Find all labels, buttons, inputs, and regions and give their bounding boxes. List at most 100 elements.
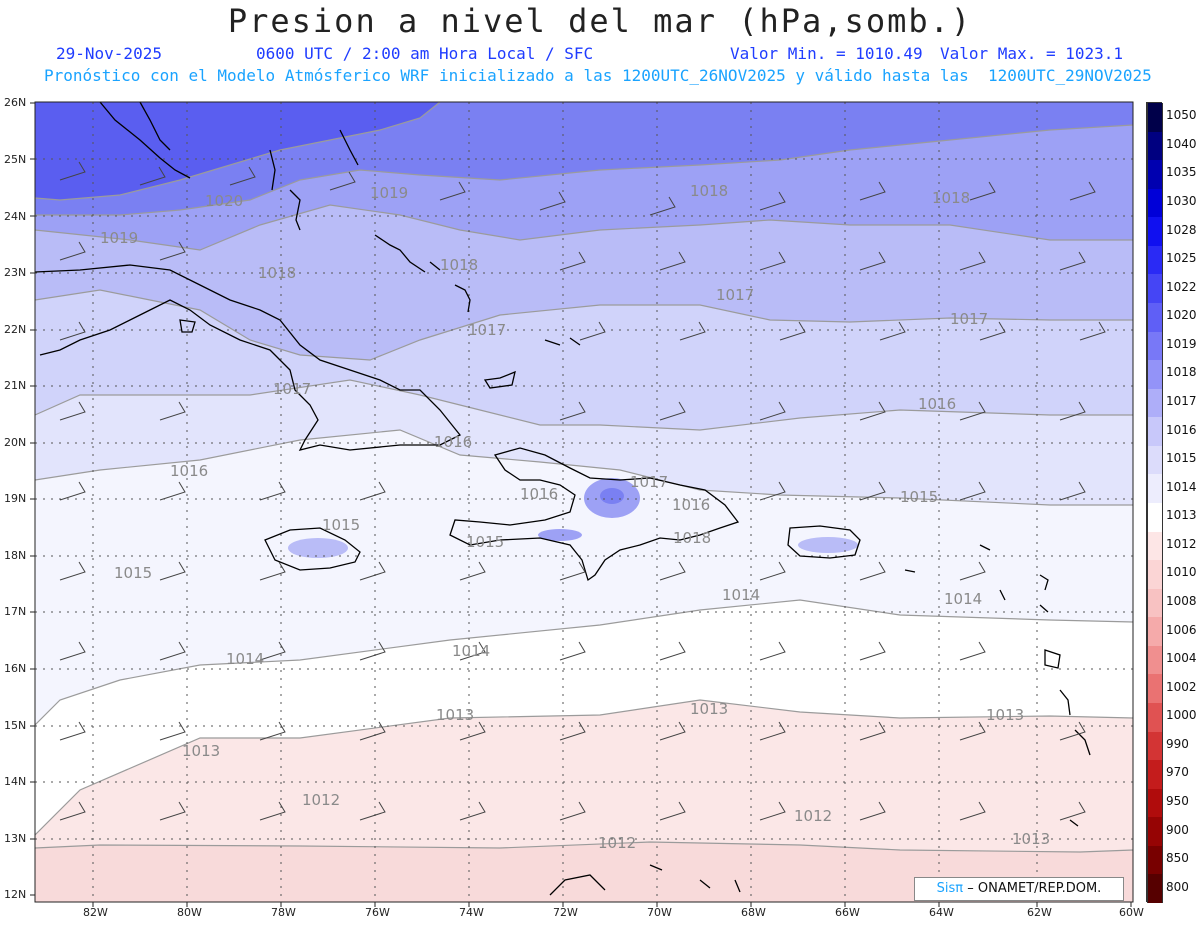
lon-label: 74W <box>459 906 484 919</box>
lat-label: 14N <box>4 775 27 788</box>
turks-caicos-coast <box>483 337 581 389</box>
colorbar-segment <box>1147 417 1163 447</box>
contour-1015-line <box>35 379 1133 431</box>
colorbar-segment <box>1147 531 1163 561</box>
contour-label: 1014 <box>944 590 982 608</box>
colorbar-label: 1002 <box>1166 679 1197 694</box>
colorbar-segment <box>1147 160 1163 190</box>
contour-label: 1015 <box>322 516 360 534</box>
lat-label: 15N <box>4 719 27 732</box>
contour-label: 1017 <box>273 380 311 398</box>
low-pocket-haiti-south <box>538 529 582 541</box>
colorbar-segment <box>1147 188 1163 218</box>
colorbar-segment <box>1147 445 1163 475</box>
colorbar-label: 1022 <box>1166 279 1197 294</box>
lon-label: 64W <box>929 906 954 919</box>
min-value: Valor Min. = 1010.49 <box>730 44 923 63</box>
contour-label: 1016 <box>520 485 558 503</box>
contour-label: 1013 <box>986 706 1024 724</box>
lat-label: 21N <box>4 379 27 392</box>
colorbar-label: 1004 <box>1166 651 1197 666</box>
lat-label: 22N <box>4 323 27 336</box>
lat-label: 16N <box>4 662 27 675</box>
coastlines <box>35 102 1091 896</box>
colorbar-label: 1017 <box>1166 394 1197 408</box>
contour-label: 1015 <box>466 533 504 551</box>
lon-label: 66W <box>835 906 860 919</box>
lat-label: 12N <box>4 888 27 901</box>
contour-label: 1017 <box>716 286 754 304</box>
colorbar-segment <box>1147 274 1163 304</box>
colorbar-label: 1050 <box>1166 108 1197 123</box>
jamaica-coast <box>264 527 361 571</box>
colorbar-segment <box>1147 217 1163 247</box>
contour-label: 1013 <box>436 706 474 724</box>
contour-label: 1014 <box>452 642 490 660</box>
colorbar-label: 850 <box>1166 851 1189 866</box>
brand-text: Sisπ <box>936 881 964 896</box>
colorbar-segment <box>1147 560 1163 590</box>
colorbar-segment <box>1147 303 1163 333</box>
colorbar-label: 1018 <box>1166 365 1197 380</box>
contour-label: 1014 <box>722 586 760 604</box>
model-info: Pronóstico con el Modelo Atmósferico WRF… <box>44 66 1152 85</box>
colorbar-label: 1015 <box>1166 451 1197 466</box>
lon-label: 60W <box>1119 906 1144 919</box>
contour-label: 1016 <box>918 395 956 413</box>
lon-label: 68W <box>741 906 766 919</box>
contour-1011-line <box>35 841 1133 853</box>
cuba-coast <box>35 264 462 451</box>
colorbar-label: 1040 <box>1166 136 1197 151</box>
puerto-rico-coast <box>787 525 861 559</box>
colorbar-label: 1012 <box>1166 536 1197 551</box>
colorbar-label: 1013 <box>1166 508 1197 523</box>
colorbar-label: 1028 <box>1166 222 1197 237</box>
contour-label: 1018 <box>258 264 296 282</box>
lesser-antilles-coast <box>904 544 1091 827</box>
low-pocket-jamaica <box>288 538 348 558</box>
contour-label: 1013 <box>182 742 220 760</box>
colorbar-segment <box>1147 703 1163 733</box>
colorbar-label: 1014 <box>1166 479 1197 494</box>
contour-1017-line <box>35 204 1133 251</box>
contour-1018-line <box>35 124 1133 216</box>
contour-label: 1012 <box>794 807 832 825</box>
contour-label: 1013 <box>690 700 728 718</box>
contour-label: 1012 <box>302 791 340 809</box>
contour-label: 1014 <box>226 650 264 668</box>
colorbar-segment <box>1147 245 1163 275</box>
colorbar-label: 900 <box>1166 822 1189 837</box>
grid-lines <box>35 102 1133 902</box>
isla-juventud-coast <box>179 319 196 333</box>
colorbar-label: 800 <box>1166 879 1189 894</box>
contour-label: 1018 <box>690 182 728 200</box>
colorbar-segment <box>1147 331 1163 361</box>
low-pocket-hispaniola-core <box>600 488 624 504</box>
colorbar-segment <box>1147 817 1163 847</box>
colorbar-segment <box>1147 388 1163 418</box>
colorbar-label: 990 <box>1166 736 1189 751</box>
colorbar-segment <box>1147 874 1163 904</box>
colorbar-segment <box>1147 845 1163 875</box>
colorbar-segment <box>1147 474 1163 504</box>
contour-1019-line <box>35 102 441 201</box>
contour-1016-line <box>35 289 1133 361</box>
lat-label: 19N <box>4 492 27 505</box>
colorbar-label: 1030 <box>1166 194 1197 208</box>
florida-coast <box>99 102 191 179</box>
colorbar-label: 1006 <box>1166 622 1197 637</box>
hispaniola-coast <box>449 447 740 582</box>
contour-label: 1017 <box>630 473 668 491</box>
contour-label: 1019 <box>370 184 408 202</box>
contour-lines <box>35 102 1133 853</box>
contour-label: 1019 <box>100 229 138 247</box>
lat-label: 24N <box>4 210 27 223</box>
lon-label: 76W <box>365 906 390 919</box>
contour-label: 1013 <box>1012 830 1050 848</box>
contour-label: 1016 <box>434 433 472 451</box>
colorbar-label: 1025 <box>1166 251 1197 266</box>
lat-label: 20N <box>4 436 27 449</box>
colorbar-label: 1020 <box>1166 308 1197 323</box>
date-label: 29-Nov-2025 <box>56 44 162 63</box>
contour-label: 1018 <box>673 529 711 547</box>
